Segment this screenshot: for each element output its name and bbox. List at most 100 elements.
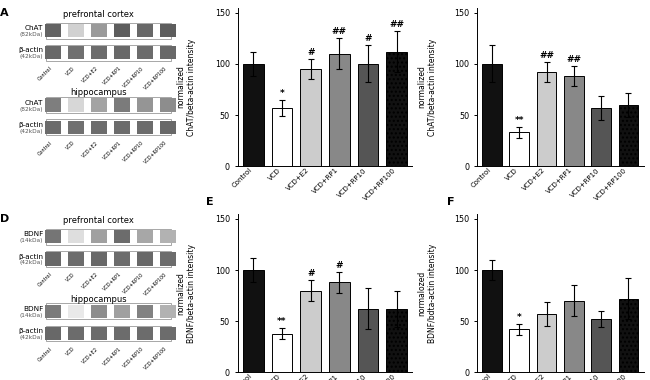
Bar	[243, 64, 264, 166]
Y-axis label: normalized
ChAT/beta-actin intensity: normalized ChAT/beta-actin intensity	[417, 38, 437, 136]
Text: D: D	[0, 214, 9, 224]
Text: hippocampus: hippocampus	[70, 294, 127, 304]
Text: *: *	[517, 313, 521, 322]
Text: hippocampus: hippocampus	[70, 89, 127, 98]
Bar	[537, 314, 556, 372]
Text: ##: ##	[389, 20, 404, 29]
Text: VCD: VCD	[65, 65, 76, 76]
Bar	[482, 64, 502, 166]
Text: VCD+RP1: VCD+RP1	[101, 65, 122, 86]
Text: E: E	[206, 198, 214, 207]
Text: **: **	[514, 116, 524, 125]
Bar	[91, 305, 107, 318]
Text: VCD+RP1: VCD+RP1	[101, 272, 122, 292]
Text: VCD+RP100: VCD+RP100	[143, 65, 168, 90]
Y-axis label: normalized
ChAT/beta-actin intensity: normalized ChAT/beta-actin intensity	[176, 38, 196, 136]
Text: B: B	[206, 0, 215, 1]
Bar	[47, 326, 172, 342]
Text: VCD+RP100: VCD+RP100	[143, 272, 168, 297]
Bar	[114, 305, 130, 318]
Text: VCD+RP100: VCD+RP100	[143, 140, 168, 165]
Bar	[91, 230, 107, 244]
Bar	[161, 230, 176, 244]
Bar	[91, 46, 107, 59]
Bar	[46, 24, 61, 37]
Bar	[592, 319, 611, 372]
Bar	[68, 230, 84, 244]
Bar	[47, 229, 172, 245]
Bar	[46, 121, 61, 134]
Bar	[243, 270, 264, 372]
Bar	[137, 46, 153, 59]
Bar	[300, 69, 321, 166]
Text: F: F	[447, 198, 454, 207]
Bar	[137, 305, 153, 318]
Bar	[114, 252, 130, 266]
Text: VCD+RP100: VCD+RP100	[143, 346, 168, 371]
Text: VCD: VCD	[65, 272, 76, 283]
Bar	[329, 282, 350, 372]
Text: (42kDa): (42kDa)	[20, 335, 43, 340]
Bar	[91, 252, 107, 266]
Bar	[161, 327, 176, 340]
Bar	[114, 121, 130, 134]
Text: A: A	[0, 8, 8, 17]
Text: (42kDa): (42kDa)	[20, 54, 43, 59]
Bar	[47, 119, 172, 135]
Text: #: #	[307, 48, 315, 57]
Bar	[482, 270, 502, 372]
Text: Control: Control	[37, 272, 53, 288]
Bar	[46, 98, 61, 112]
Text: (42kDa): (42kDa)	[20, 260, 43, 266]
Bar	[91, 327, 107, 340]
Bar	[114, 230, 130, 244]
Text: #: #	[307, 269, 315, 278]
Bar	[137, 98, 153, 112]
Bar	[114, 24, 130, 37]
Text: #: #	[364, 35, 372, 43]
Bar	[592, 108, 611, 166]
Text: ##: ##	[539, 51, 554, 60]
Bar	[114, 98, 130, 112]
Text: Control: Control	[37, 140, 53, 156]
Bar	[537, 72, 556, 166]
Text: ##: ##	[566, 55, 581, 64]
Bar	[46, 327, 61, 340]
Bar	[358, 64, 378, 166]
Text: VCD+RP10: VCD+RP10	[122, 346, 145, 369]
Text: β-actin: β-actin	[18, 253, 43, 260]
Text: (42kDa): (42kDa)	[20, 129, 43, 134]
Bar	[564, 301, 584, 372]
Bar	[329, 54, 350, 166]
Text: **: **	[277, 317, 287, 326]
Bar	[300, 291, 321, 372]
Text: VCD+RP10: VCD+RP10	[122, 65, 145, 88]
Bar	[46, 252, 61, 266]
Bar	[47, 45, 172, 61]
Bar	[47, 23, 172, 38]
Bar	[137, 24, 153, 37]
Bar	[46, 305, 61, 318]
Bar	[68, 121, 84, 134]
Bar	[161, 46, 176, 59]
Text: VCD+E2: VCD+E2	[81, 65, 99, 84]
Bar	[91, 98, 107, 112]
Text: VCD+E2: VCD+E2	[81, 346, 99, 364]
Text: (14kDa): (14kDa)	[20, 238, 43, 243]
Bar	[619, 105, 638, 166]
Bar	[564, 76, 584, 166]
Bar	[114, 327, 130, 340]
Bar	[161, 24, 176, 37]
Bar	[137, 327, 153, 340]
Bar	[68, 24, 84, 37]
Text: Control: Control	[37, 346, 53, 363]
Text: VCD+RP10: VCD+RP10	[122, 140, 145, 163]
Text: (14kDa): (14kDa)	[20, 313, 43, 318]
Text: (82kDa): (82kDa)	[20, 32, 43, 37]
Bar	[47, 251, 172, 267]
Text: BDNF: BDNF	[23, 231, 43, 238]
Bar	[46, 230, 61, 244]
Text: prefrontal cortex: prefrontal cortex	[62, 216, 134, 225]
Text: VCD+E2: VCD+E2	[81, 140, 99, 158]
Text: VCD+E2: VCD+E2	[81, 272, 99, 290]
